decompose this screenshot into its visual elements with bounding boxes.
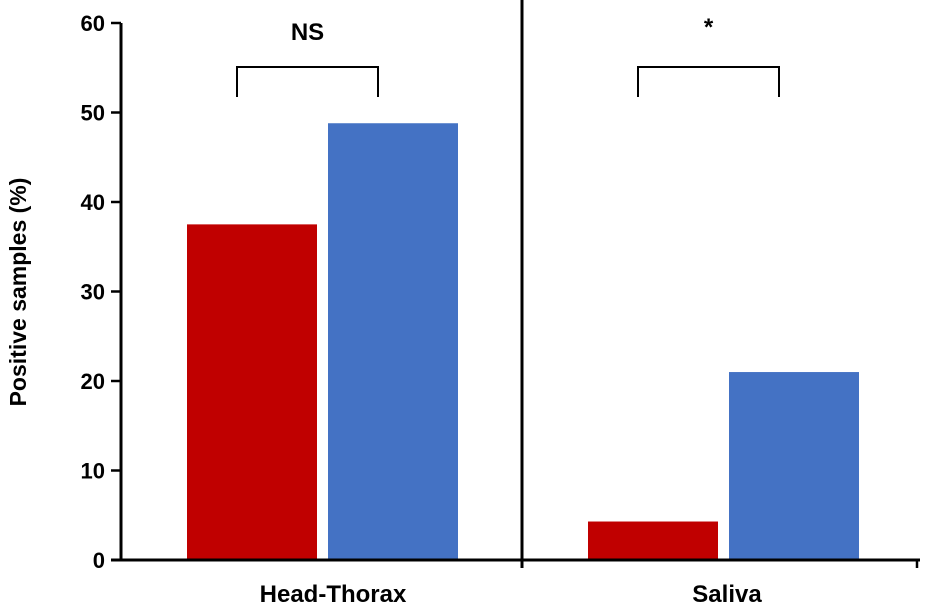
- x-category-label-1: Head-Thorax: [260, 581, 407, 608]
- y-tick-label-40: 40: [81, 190, 105, 215]
- significance-label-1: NS: [291, 19, 324, 46]
- x-category-label-2: Saliva: [692, 581, 762, 608]
- plot-area: 0 10 20 30 40 50 60 Head-Thorax Saliva NS *: [81, 0, 920, 608]
- bar-head-thorax-series-2: [328, 123, 458, 561]
- significance-bracket-1: [236, 66, 379, 97]
- significance-label-2: *: [704, 14, 714, 41]
- y-tick-label-20: 20: [81, 369, 105, 394]
- y-tick-label-10: 10: [81, 459, 105, 484]
- significance-bracket-2: [637, 66, 780, 97]
- bar-saliva-series-2: [729, 372, 859, 560]
- y-tick-label-30: 30: [81, 280, 105, 305]
- y-axis-title: Positive samples (%): [5, 178, 31, 407]
- bar-head-thorax-series-1: [187, 224, 317, 560]
- y-tick-label-60: 60: [81, 11, 105, 36]
- y-tick-label-50: 50: [81, 101, 105, 126]
- bar-saliva-series-1: [588, 521, 718, 560]
- y-tick-label-0: 0: [93, 548, 105, 573]
